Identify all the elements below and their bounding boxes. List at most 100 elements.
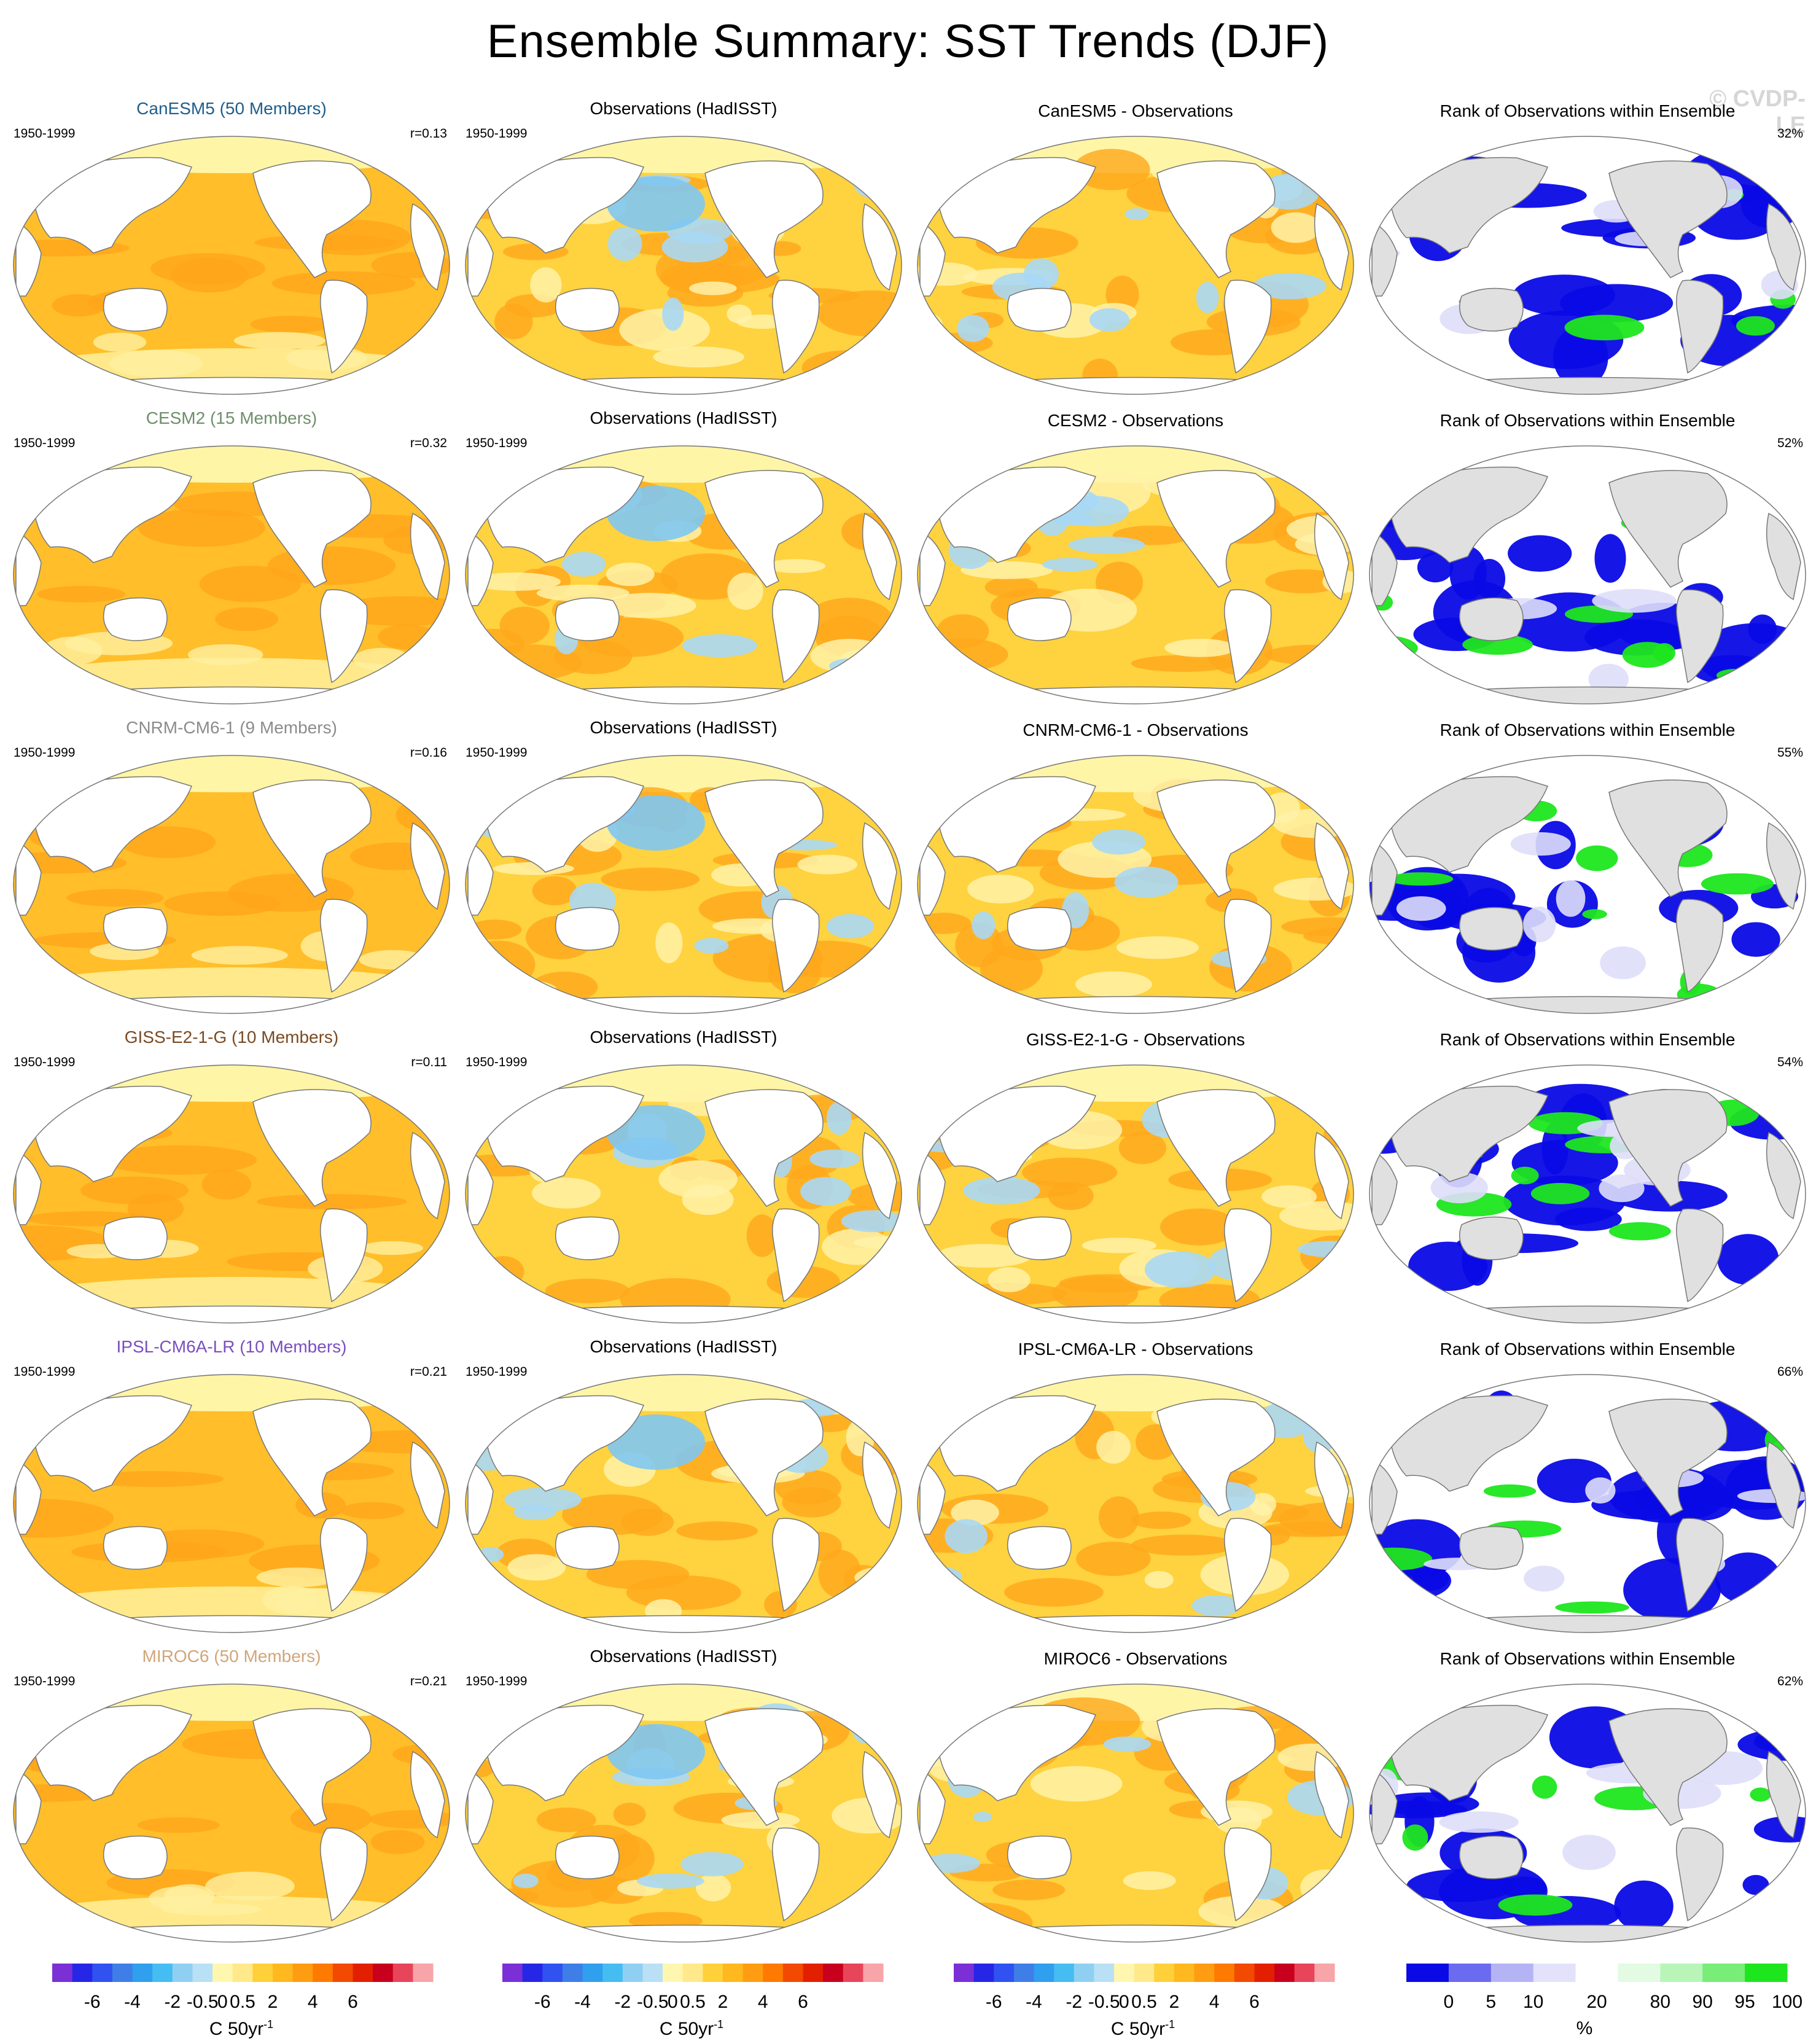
- diff-panel: CanESM5 - Observations: [911, 98, 1360, 405]
- model-title: CanESM5 (50 Members): [136, 99, 327, 118]
- obs-map: [465, 445, 902, 704]
- colorbar-box: [1194, 1964, 1215, 1982]
- rank-panel: Rank of Observations within Ensemble 66%: [1363, 1336, 1812, 1644]
- rank-map: [1369, 136, 1806, 395]
- rank-map: [1369, 445, 1806, 704]
- colorbar-tick-label: 95: [1734, 1992, 1755, 2012]
- rank-title: Rank of Observations within Ensemble: [1440, 720, 1736, 739]
- diff-map: [917, 755, 1354, 1014]
- colorbar-box: [522, 1964, 543, 1982]
- obs-map: [465, 755, 902, 1014]
- rank-percent: 66%: [1777, 1365, 1803, 1379]
- colorbar-box: [803, 1964, 824, 1982]
- rank-map: [1369, 755, 1806, 1014]
- colorbar-box: [332, 1964, 353, 1982]
- page-title: Ensemble Summary: SST Trends (DJF): [486, 15, 1330, 68]
- colorbar-rank-svg: 0 5 10 20 80 90 95 100: [1406, 1964, 1802, 2012]
- colorbar-tick-label: 2: [1169, 1992, 1180, 2012]
- pattern-correlation: r=0.11: [411, 1055, 447, 1069]
- colorbar-box: [1533, 1964, 1576, 1982]
- pattern-correlation: r=0.13: [410, 127, 447, 141]
- colorbar-rank: 0 5 10 20 80 90 95 100: [1382, 1961, 1812, 2035]
- model-panel: CNRM-CM6-1 (9 Members) 1950-1999 r=0.16: [7, 717, 456, 1024]
- colorbar-model: -6 -4 -2 -0.5 0 0.5 2 4 6: [28, 1961, 458, 2035]
- colorbar-box: [1234, 1964, 1255, 1982]
- colorbar-box: [542, 1964, 563, 1982]
- colorbar-tick-label: 0: [1119, 1992, 1129, 2012]
- obs-title: Observations (HadISST): [590, 1028, 777, 1047]
- colorbar-box: [1154, 1964, 1175, 1982]
- colorbar-obs: -6 -4 -2 -0.5 0 0.5 2 4 6: [478, 1961, 908, 2035]
- colorbar-tick-label: 4: [308, 1992, 318, 2012]
- rank-map: [1369, 1683, 1806, 1943]
- colorbar-box: [1491, 1964, 1534, 1982]
- model-title: MIROC6 (50 Members): [142, 1647, 321, 1666]
- colorbar-box: [1013, 1964, 1035, 1982]
- colorbar-box: [1294, 1964, 1315, 1982]
- colorbar-box: [92, 1964, 113, 1982]
- model-panel: CanESM5 (50 Members) 1950-1999 r=0.13: [7, 98, 456, 405]
- diff-panel: GISS-E2-1-G - Observations: [911, 1027, 1360, 1334]
- colorbar-tick-label: 10: [1523, 1992, 1543, 2012]
- rank-title: Rank of Observations within Ensemble: [1440, 1030, 1736, 1049]
- period-label: 1950-1999: [14, 1674, 76, 1688]
- colorbar-box: [1448, 1964, 1492, 1982]
- model-panel: IPSL-CM6A-LR (10 Members) 1950-1999 r=0.21: [7, 1336, 456, 1644]
- obs-panel: Observations (HadISST) 1950-1999: [459, 1646, 908, 1953]
- rank-panel: Rank of Observations within Ensemble 32%: [1363, 98, 1812, 405]
- colorbar-diff: -6 -4 -2 -0.5 0 0.5 2 4 6: [929, 1961, 1359, 2035]
- colorbar-tick-label: -6: [84, 1992, 101, 2012]
- colorbar-box: [763, 1964, 784, 1982]
- diff-map: [917, 1683, 1354, 1943]
- obs-title: Observations (HadISST): [590, 408, 777, 427]
- watermark: © CVDP-LE: [1709, 86, 1806, 138]
- colorbar-box: [272, 1964, 294, 1982]
- pattern-correlation: r=0.32: [410, 436, 447, 450]
- diff-title: MIROC6 - Observations: [1043, 1649, 1228, 1668]
- colorbar-box: [1745, 1964, 1788, 1982]
- colorbar-box: [132, 1964, 153, 1982]
- period-label: 1950-1999: [466, 436, 528, 450]
- colorbar-box: [954, 1964, 975, 1982]
- rank-title: Rank of Observations within Ensemble: [1440, 1649, 1736, 1668]
- colorbar-tick-label: -4: [574, 1992, 591, 2012]
- colorbar-box: [682, 1964, 703, 1982]
- model-title: CNRM-CM6-1 (9 Members): [126, 718, 337, 737]
- diff-panel: MIROC6 - Observations: [911, 1646, 1360, 1953]
- period-label: 1950-1999: [466, 746, 528, 760]
- colorbar-unit-diff: C 50yr-1: [1110, 2018, 1175, 2039]
- rank-title: Rank of Observations within Ensemble: [1440, 411, 1736, 430]
- colorbar-tick-label: -0.5: [1088, 1992, 1120, 2012]
- colorbar-tick-label: 0.5: [1131, 1992, 1157, 2012]
- colorbar-tick-label: 0: [217, 1992, 228, 2012]
- model-title: GISS-E2-1-G (10 Members): [124, 1028, 339, 1047]
- colorbar-box: [642, 1964, 663, 1982]
- colorbar-box: [843, 1964, 863, 1982]
- colorbar-box: [722, 1964, 744, 1982]
- colorbar-tick-label: 2: [268, 1992, 278, 2012]
- colorbar-box: [1054, 1964, 1075, 1982]
- diff-map: [917, 1374, 1354, 1633]
- colorbar-tick-label: -4: [124, 1992, 141, 2012]
- diff-panel: CNRM-CM6-1 - Observations: [911, 717, 1360, 1024]
- obs-panel: Observations (HadISST) 1950-1999: [459, 98, 908, 405]
- diff-title: CNRM-CM6-1 - Observations: [1023, 720, 1249, 739]
- period-label: 1950-1999: [466, 1055, 528, 1069]
- model-title: CESM2 (15 Members): [146, 408, 318, 427]
- rank-panel: Rank of Observations within Ensemble 52%: [1363, 408, 1812, 715]
- colorbar-box: [353, 1964, 373, 1982]
- colorbar-box: [112, 1964, 133, 1982]
- model-map: [13, 1064, 450, 1324]
- colorbar-box: [1214, 1964, 1235, 1982]
- colorbar-box: [1094, 1964, 1115, 1982]
- colorbar-box: [1575, 1964, 1618, 1982]
- colorbar-model-svg: -6 -4 -2 -0.50 0.5 2 4 6: [52, 1964, 434, 2012]
- period-label: 1950-1999: [466, 1365, 528, 1379]
- obs-panel: Observations (HadISST) 1950-1999: [459, 717, 908, 1024]
- colorbar-box: [373, 1964, 394, 1982]
- colorbar-tick-label: -0.5: [187, 1992, 219, 2012]
- colorbar-tick-label: 80: [1650, 1992, 1670, 2012]
- model-map: [13, 755, 450, 1014]
- colorbar-box: [1702, 1964, 1745, 1982]
- colorbar-box: [1174, 1964, 1195, 1982]
